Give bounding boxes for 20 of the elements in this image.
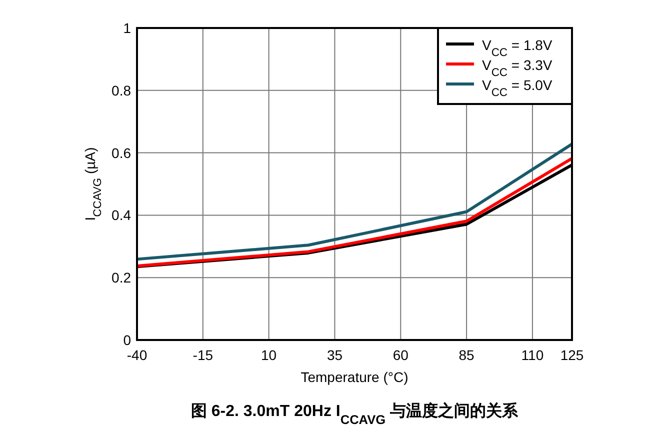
y-tick-label: 0.6 xyxy=(112,144,132,161)
legend-label: V$_{CC}$ = 3.3V xyxy=(482,57,553,79)
y-tick-label: 0.2 xyxy=(112,270,132,286)
x-tick-label: 10 xyxy=(261,347,277,363)
y-tick-label: 0 xyxy=(123,332,132,348)
x-tick-label: 35 xyxy=(326,347,343,363)
x-tick-label: 110 xyxy=(521,347,544,363)
y-tick-label: 0.8 xyxy=(112,82,132,98)
x-axis-title: Temperature (°C) xyxy=(300,369,408,385)
x-tick-label: 125 xyxy=(560,347,584,363)
x-tick-label: 85 xyxy=(458,347,475,363)
x-tick-label: -40 xyxy=(126,347,148,363)
text: 图 6-2. 3.0mT 20Hz I$_{CCAVG}$ 与温度之间的关系 xyxy=(190,401,520,426)
line-series xyxy=(136,142,574,261)
legend-label: V$_{CC}$ = 5.0V xyxy=(482,77,553,99)
x-tick-label: 60 xyxy=(392,347,409,363)
legend-label: V$_{CC}$ = 1.8V xyxy=(482,37,553,59)
y-tick-label: 1 xyxy=(123,20,132,36)
x-tick-label: -15 xyxy=(192,347,214,363)
y-tick-label: 0.4 xyxy=(112,207,132,224)
